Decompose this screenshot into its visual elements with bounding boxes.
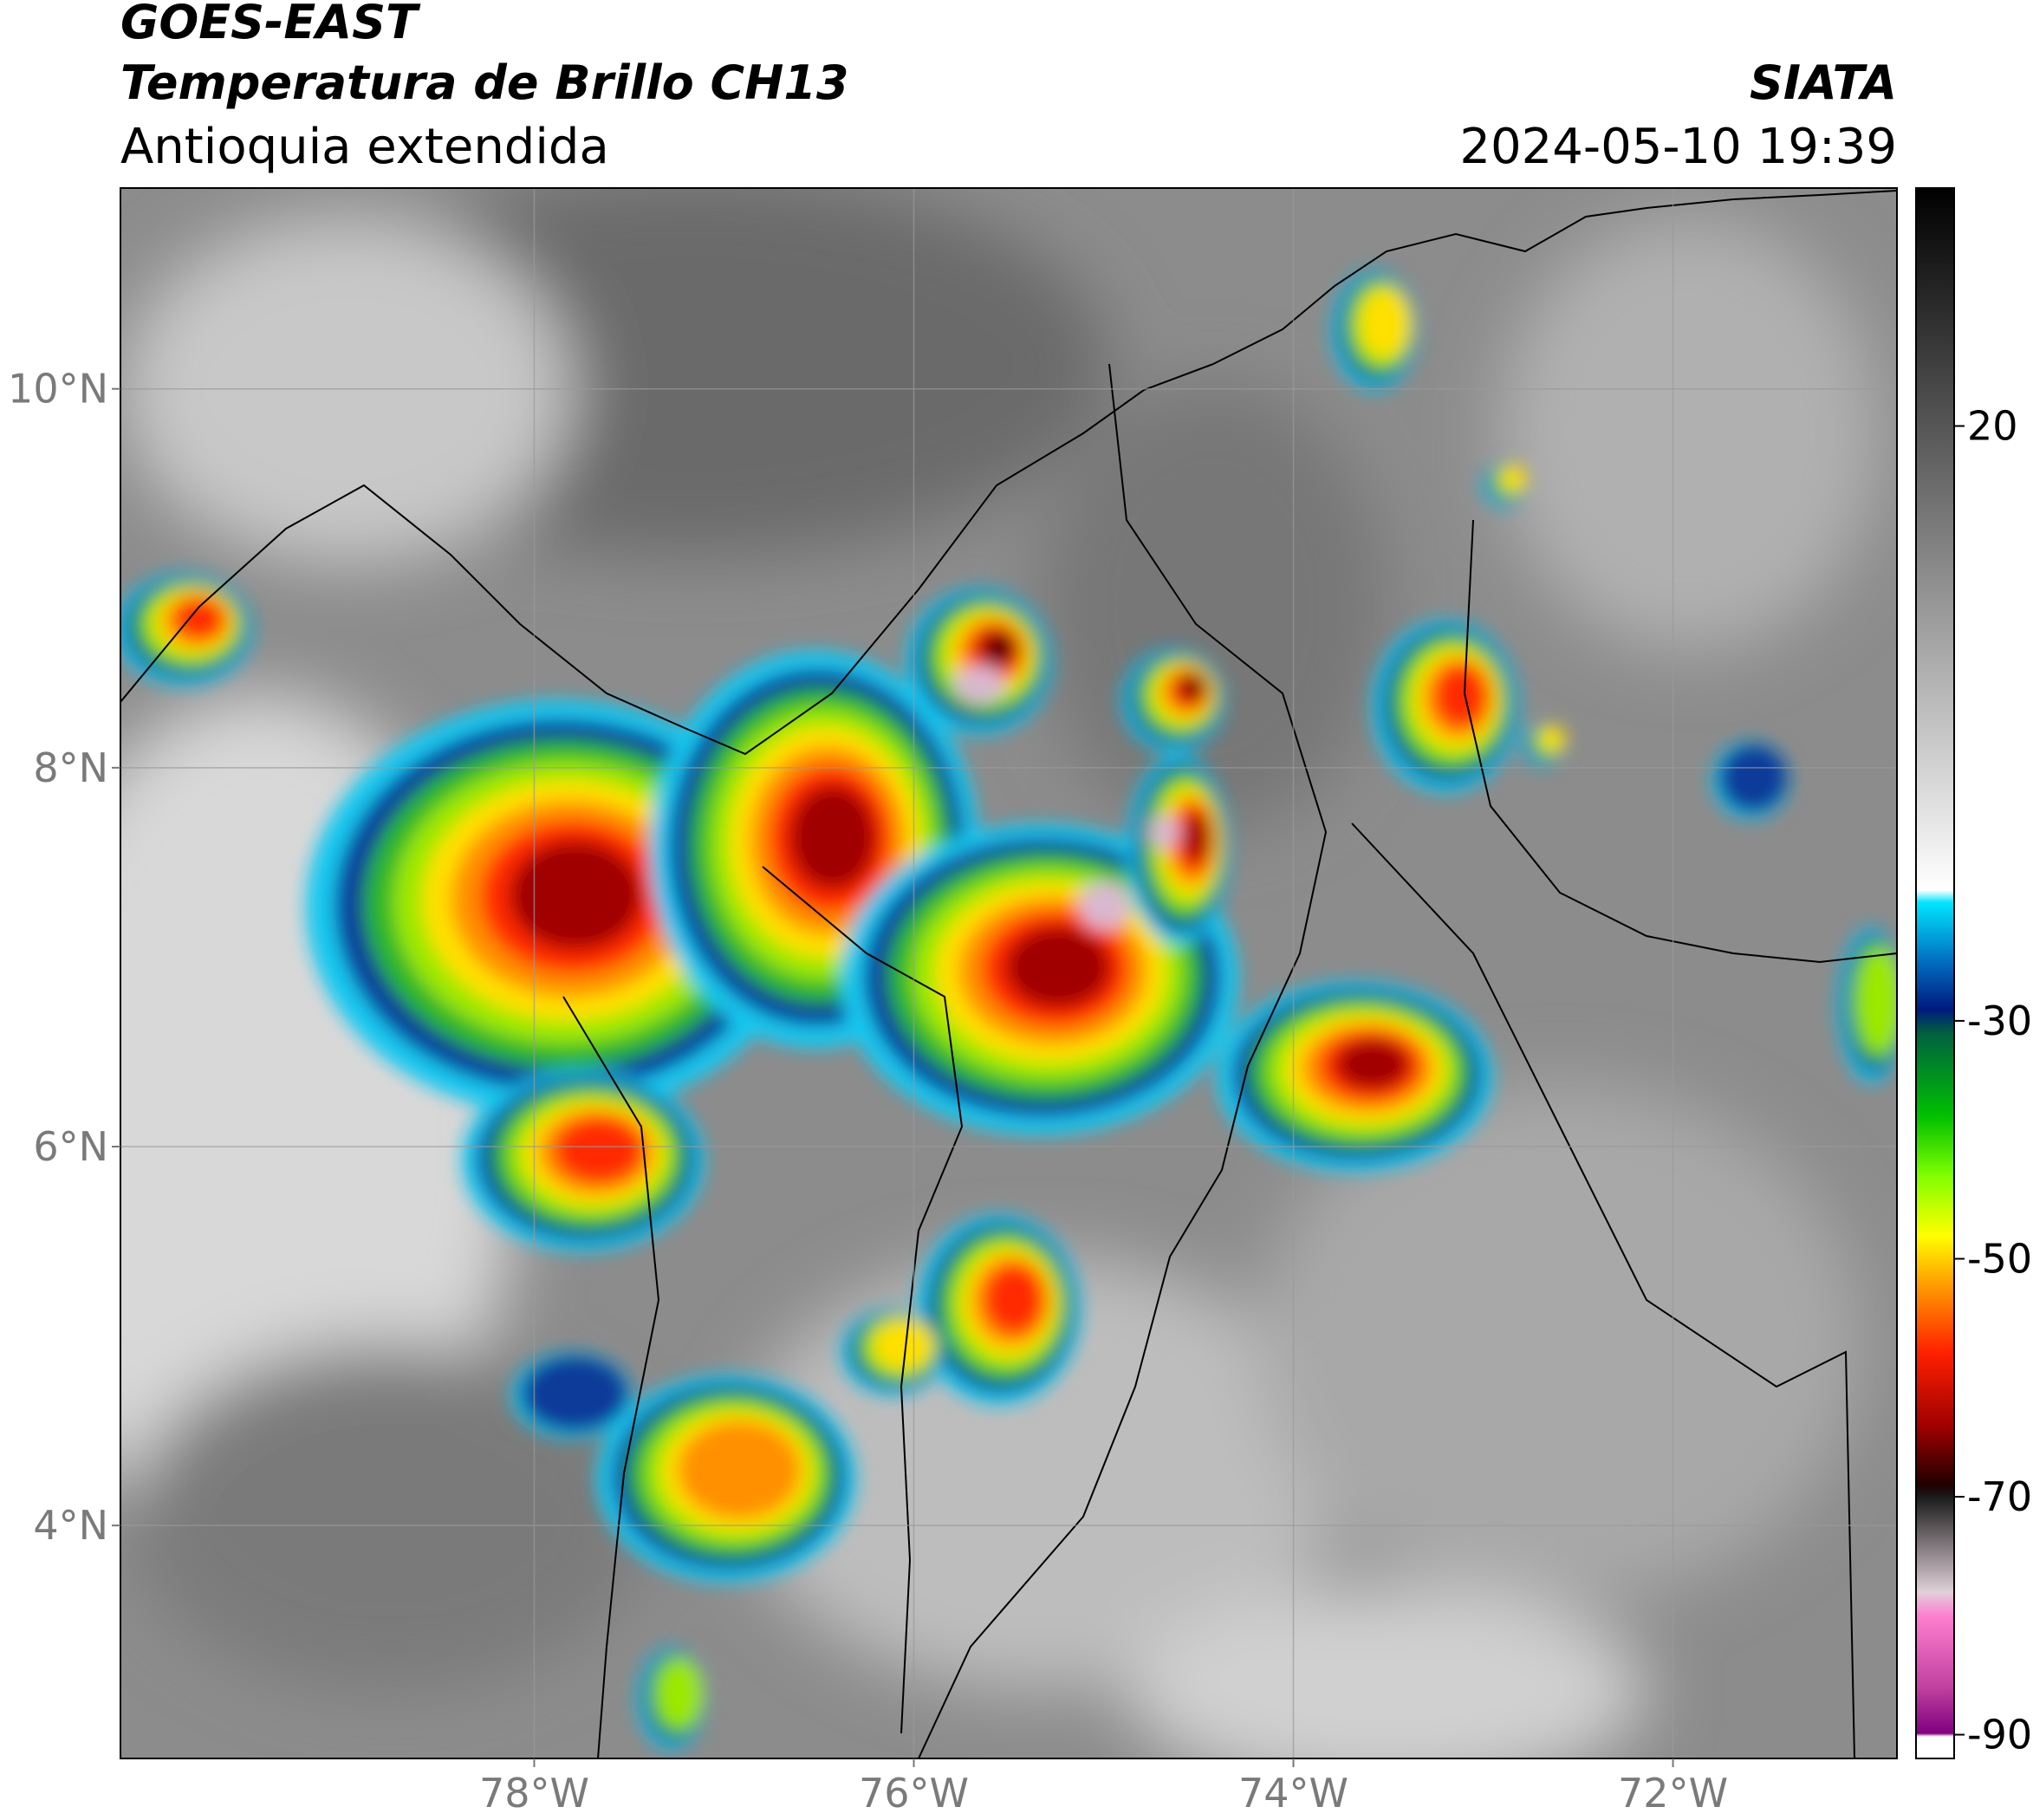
x-tick-label: 78°W [479,1770,589,1817]
cloud-top [520,1355,629,1433]
cloud-top [984,1264,1044,1335]
cloud-top [1855,946,1897,1054]
cloud-top [1335,1039,1410,1089]
cloud-top [1185,678,1203,695]
cloud-top [655,1657,704,1730]
overshooting-top [953,666,1005,704]
cloud-top [1540,725,1566,751]
colorbar-tick-label: -50 [1967,1235,2032,1282]
y-tick-label: 4°N [33,1502,108,1549]
cloud-top [1433,664,1489,728]
datetime: 2024-05-10 19:39 [1459,119,1897,175]
colorbar-tick-label: -90 [1967,1712,2032,1758]
convective-cells [120,270,1897,1751]
overshooting-top [1148,815,1179,849]
cloud-top [509,840,642,951]
cloud-top [789,784,876,890]
y-tick-label: 10°N [8,366,108,413]
borders [120,190,1897,1758]
cloud-top [1501,465,1527,491]
y-tick-label: 6°N [33,1123,108,1170]
x-tick-label: 72°W [1618,1770,1728,1817]
x-tick-label: 76°W [859,1770,969,1817]
source: SIATA [1750,55,1897,110]
colorbar [1915,187,1955,1759]
cloud-top [1183,812,1211,862]
cloud-top [988,635,1012,660]
cloud-top [173,598,225,640]
cloud-top [677,1420,802,1519]
y-tick-label: 8°N [33,744,108,791]
colorbar-tick-label: -30 [1967,998,2032,1044]
cloud-top [1005,926,1111,1009]
region: Antioquia extendida [120,119,609,175]
title: GOES-EAST [120,0,421,49]
subtitle: Temperatura de Brillo CH13 [120,55,849,110]
cloud-top [1360,288,1410,359]
cloud-field [120,188,1880,1758]
cloud-top [873,1320,933,1370]
x-tick-label: 74°W [1238,1770,1348,1817]
cloud-top [1718,743,1789,814]
overshooting-top [1079,881,1131,930]
colorbar-tick-label: -70 [1967,1473,2032,1520]
satellite-image [120,188,1897,1758]
map-frame [120,187,1898,1759]
colorbar-tick-label: 20 [1967,403,2018,450]
cloud-top [554,1116,644,1184]
grid [120,188,1897,1758]
